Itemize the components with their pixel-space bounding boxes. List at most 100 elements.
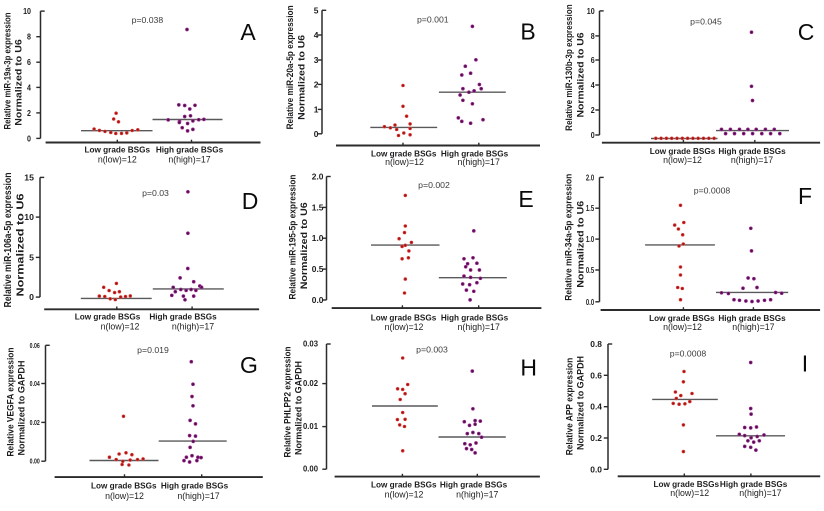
- svg-text:Low grade BSGs: Low grade BSGs: [371, 314, 437, 323]
- svg-text:4: 4: [27, 82, 31, 92]
- svg-text:1.5: 1.5: [312, 202, 324, 212]
- svg-text:Normalized to U6: Normalized to U6: [16, 193, 27, 297]
- svg-text:p=0.045: p=0.045: [690, 17, 722, 27]
- svg-text:High grade BSGs: High grade BSGs: [156, 146, 224, 155]
- svg-text:Relative miR-195-5p expression: Relative miR-195-5p expression: [288, 174, 298, 299]
- svg-text:E: E: [518, 186, 533, 212]
- svg-text:8: 8: [591, 31, 595, 41]
- svg-text:n(high)=17: n(high)=17: [172, 322, 214, 332]
- svg-text:n(high)=17: n(high)=17: [739, 488, 781, 498]
- svg-text:High grade BSGs: High grade BSGs: [149, 313, 217, 322]
- svg-text:High grade BSGs: High grade BSGs: [440, 481, 508, 490]
- svg-text:0: 0: [29, 292, 34, 302]
- svg-text:10: 10: [24, 212, 34, 222]
- svg-text:Normalized to GAPDH: Normalized to GAPDH: [294, 361, 304, 455]
- svg-text:Normalized to U6: Normalized to U6: [299, 202, 309, 289]
- svg-text:F: F: [798, 183, 812, 209]
- svg-text:Normalized to U6: Normalized to U6: [576, 33, 586, 118]
- svg-text:Relative VEGFA expression: Relative VEGFA expression: [6, 347, 16, 456]
- svg-text:p=0.001: p=0.001: [417, 14, 449, 24]
- svg-text:Relative miR-106a-5p expressio: Relative miR-106a-5p expression: [3, 173, 14, 308]
- svg-text:1.0: 1.0: [312, 233, 324, 243]
- svg-text:Low grade BSGs: Low grade BSGs: [654, 480, 720, 489]
- svg-text:5: 5: [314, 5, 319, 15]
- svg-text:I: I: [802, 351, 808, 377]
- svg-text:p=0.0008: p=0.0008: [694, 186, 731, 196]
- svg-text:High grade BSGs: High grade BSGs: [718, 314, 786, 323]
- svg-text:Low grade BSGs: Low grade BSGs: [371, 149, 437, 158]
- svg-text:4: 4: [591, 80, 595, 90]
- svg-text:D: D: [242, 188, 259, 214]
- svg-text:0.04: 0.04: [30, 379, 41, 388]
- svg-text:High grade BSGs: High grade BSGs: [720, 480, 788, 489]
- svg-text:High grade BSGs: High grade BSGs: [161, 482, 229, 491]
- svg-text:2.0: 2.0: [586, 172, 594, 182]
- svg-text:High grade BSGs: High grade BSGs: [718, 147, 786, 156]
- svg-text:n(high)=17: n(high)=17: [168, 155, 210, 165]
- svg-text:0.2: 0.2: [590, 433, 602, 443]
- svg-text:n(high)=17: n(high)=17: [732, 322, 774, 332]
- svg-text:1: 1: [314, 104, 319, 114]
- svg-text:0.01: 0.01: [303, 422, 319, 431]
- svg-text:Normalized to U6: Normalized to U6: [14, 39, 24, 126]
- svg-text:2: 2: [314, 79, 319, 89]
- svg-text:p=0.038: p=0.038: [132, 15, 164, 25]
- svg-text:0.5: 0.5: [586, 265, 594, 275]
- svg-text:0.4: 0.4: [590, 402, 602, 412]
- svg-text:Low grade BSGs: Low grade BSGs: [371, 481, 437, 490]
- svg-text:0.02: 0.02: [30, 418, 40, 427]
- svg-text:2.0: 2.0: [312, 172, 324, 182]
- svg-text:Low grade BSGs: Low grade BSGs: [649, 314, 715, 323]
- svg-text:Relative miR-34a-5p expression: Relative miR-34a-5p expression: [563, 173, 573, 300]
- svg-text:H: H: [520, 355, 537, 381]
- svg-text:3: 3: [314, 55, 319, 65]
- svg-text:p=0.002: p=0.002: [418, 180, 450, 190]
- svg-text:6: 6: [591, 55, 595, 65]
- svg-text:2: 2: [27, 108, 31, 118]
- svg-text:G: G: [240, 352, 258, 378]
- svg-text:p=0.0008: p=0.0008: [670, 349, 707, 359]
- svg-text:High grade BSGs: High grade BSGs: [441, 314, 509, 323]
- svg-text:n(low)=12: n(low)=12: [385, 157, 424, 167]
- svg-text:n(high)=17: n(high)=17: [731, 155, 773, 165]
- svg-text:Relative miR-130b-3p expressio: Relative miR-130b-3p expression: [564, 4, 574, 131]
- svg-text:8: 8: [27, 32, 31, 42]
- svg-text:n(low)=12: n(low)=12: [105, 491, 144, 501]
- svg-text:0: 0: [591, 130, 595, 140]
- svg-text:Normalized to U6: Normalized to U6: [297, 35, 307, 120]
- svg-text:n(low)=12: n(low)=12: [663, 322, 702, 332]
- svg-text:A: A: [240, 19, 256, 45]
- svg-text:0.06: 0.06: [30, 341, 40, 350]
- svg-text:Relative APP expression: Relative APP expression: [564, 357, 574, 455]
- svg-text:n(low)=12: n(low)=12: [101, 322, 140, 332]
- svg-text:n(high)=17: n(high)=17: [456, 489, 498, 499]
- svg-text:10: 10: [23, 6, 31, 16]
- svg-text:p=0.03: p=0.03: [142, 188, 169, 198]
- svg-text:n(low)=12: n(low)=12: [385, 322, 424, 332]
- svg-text:10: 10: [587, 6, 595, 16]
- svg-text:Low grade BSGs: Low grade BSGs: [91, 482, 157, 491]
- svg-text:Low grade BSGs: Low grade BSGs: [650, 147, 716, 156]
- svg-text:n(low)=12: n(low)=12: [98, 155, 137, 165]
- svg-text:0.5: 0.5: [312, 264, 324, 274]
- svg-text:0.8: 0.8: [590, 339, 602, 349]
- svg-text:5: 5: [29, 252, 34, 262]
- svg-text:Relative miR-19a-3p expression: Relative miR-19a-3p expression: [2, 13, 12, 130]
- svg-text:C: C: [798, 19, 815, 45]
- svg-text:High grade BSGs: High grade BSGs: [441, 149, 509, 158]
- svg-text:0.0: 0.0: [590, 464, 602, 474]
- svg-text:0.6: 0.6: [590, 370, 602, 380]
- svg-text:0.03: 0.03: [303, 340, 319, 349]
- svg-text:0.0: 0.0: [586, 297, 594, 307]
- svg-text:n(low)=12: n(low)=12: [385, 489, 424, 499]
- svg-text:n(low)=12: n(low)=12: [663, 155, 702, 165]
- svg-text:1.5: 1.5: [586, 203, 594, 213]
- svg-text:Normalized to GAPDH: Normalized to GAPDH: [16, 360, 26, 455]
- svg-text:Normalized to U6: Normalized to U6: [575, 201, 585, 288]
- svg-text:p=0.019: p=0.019: [137, 345, 169, 355]
- svg-text:n(high)=17: n(high)=17: [458, 157, 500, 167]
- svg-text:Relative miR-20a-5p expression: Relative miR-20a-5p expression: [285, 5, 295, 129]
- svg-text:1.0: 1.0: [586, 234, 594, 244]
- svg-text:Normalized to GAPDH: Normalized to GAPDH: [575, 356, 585, 450]
- svg-text:0.00: 0.00: [30, 457, 40, 466]
